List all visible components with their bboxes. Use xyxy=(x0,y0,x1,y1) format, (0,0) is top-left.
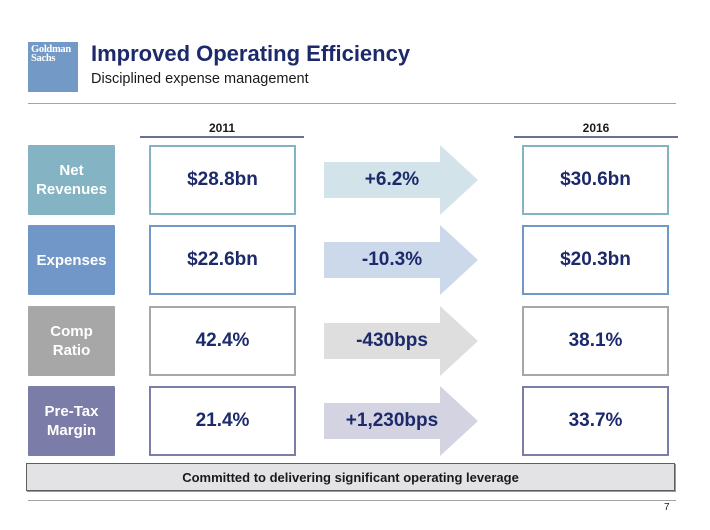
footer-divider xyxy=(28,500,676,501)
end-value-box: 38.1% xyxy=(522,306,669,376)
end-year-header: 2016 xyxy=(582,121,610,135)
metric-label: Pre-Tax Margin xyxy=(28,386,115,456)
change-arrow: -430bps xyxy=(324,306,478,376)
arrow-shape-icon xyxy=(324,386,478,456)
arrow-shape-icon xyxy=(324,225,478,295)
start-year-underline xyxy=(140,136,304,138)
metric-label: Expenses xyxy=(28,225,115,295)
start-value-box: $22.6bn xyxy=(149,225,296,295)
page-number: 7 xyxy=(664,502,670,513)
header-divider xyxy=(28,103,676,104)
end-value-box: 33.7% xyxy=(522,386,669,456)
goldman-sachs-logo: Goldman Sachs xyxy=(28,42,78,92)
metric-label: Net Revenues xyxy=(28,145,115,215)
start-value-box: $28.8bn xyxy=(149,145,296,215)
change-value: -10.3% xyxy=(361,249,423,270)
start-value-box: 21.4% xyxy=(149,386,296,456)
arrow-shape-icon xyxy=(324,306,478,376)
summary-banner: Committed to delivering significant oper… xyxy=(26,463,675,491)
start-year-header: 2011 xyxy=(208,121,236,135)
start-value-box: 42.4% xyxy=(149,306,296,376)
logo-line-1: Goldman xyxy=(31,44,71,55)
end-value-box: $30.6bn xyxy=(522,145,669,215)
change-arrow: +6.2% xyxy=(324,145,478,215)
change-value: +1,230bps xyxy=(345,410,439,431)
page-subtitle: Disciplined expense management xyxy=(91,71,309,87)
logo-line-2: Sachs xyxy=(31,53,56,64)
change-value: +6.2% xyxy=(364,169,420,190)
change-arrow: -10.3% xyxy=(324,225,478,295)
arrow-shape-icon xyxy=(324,145,478,215)
change-arrow: +1,230bps xyxy=(324,386,478,456)
end-year-underline xyxy=(514,136,678,138)
page-title: Improved Operating Efficiency xyxy=(91,41,411,66)
end-value-box: $20.3bn xyxy=(522,225,669,295)
change-value: -430bps xyxy=(356,330,428,351)
metric-label: Comp Ratio xyxy=(28,306,115,376)
